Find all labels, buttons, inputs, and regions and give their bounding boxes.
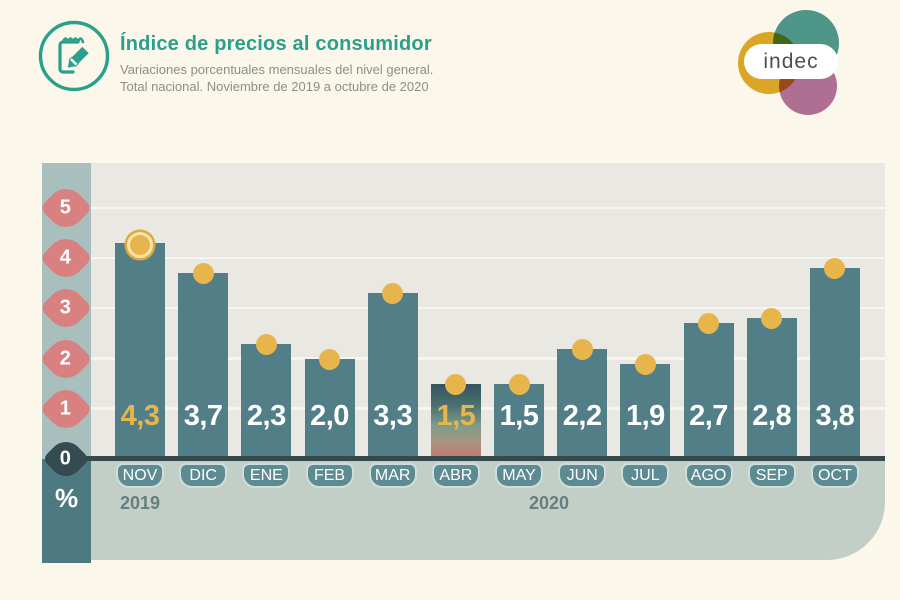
bar-oct (809, 268, 860, 459)
y-tick-label: 2 (60, 347, 72, 370)
unit-label: % (54, 483, 79, 513)
y-tick-label: 4 (60, 246, 72, 269)
logo-text: indec (763, 49, 819, 73)
year-label-2020: 2020 (528, 493, 570, 513)
bar-column-nov: 4,3 NOV (115, 163, 165, 488)
bar-may (494, 384, 545, 459)
gold-marker-jun (571, 338, 593, 360)
bar-column-ene: 2,3 ENE (241, 163, 292, 488)
bar-column-ago: 2,7 AGO (683, 163, 734, 488)
month-tag-mar: MAR (368, 463, 417, 488)
bar-dic (178, 273, 229, 459)
value-label-nov: 4,3 (120, 400, 160, 432)
bar-column-jul: 1,9 JUL (620, 163, 671, 488)
month-tag-feb: FEB (305, 463, 354, 488)
month-tag-jul: JUL (621, 463, 670, 488)
gold-marker-sep (761, 307, 783, 329)
gold-marker-feb (319, 348, 341, 370)
value-label-jun: 2,2 (562, 400, 602, 432)
y-tick-label: 3 (60, 296, 72, 319)
month-tag-jun: JUN (558, 463, 607, 488)
gold-marker-jul (634, 353, 656, 375)
logo-pill: indec (744, 44, 838, 79)
bar-abr (430, 384, 481, 459)
gridline-1 (91, 407, 885, 410)
bar-feb (304, 359, 355, 459)
gold-marker-oct (824, 257, 846, 279)
bar-column-sep: 2,8 SEP (746, 163, 797, 488)
bars-container: 4,3 NOV 3,7 DIC 2,3 ENE 2,0 FEB 3,3 MAR 1,5 ABR 1,5 M… (115, 163, 860, 488)
bar-column-oct: 3,8 OCT (809, 163, 860, 488)
month-tag-oct: OCT (810, 463, 859, 488)
page-title: Índice de precios al consumidor (120, 33, 432, 55)
unit-band: % (42, 459, 91, 563)
value-label-dic: 3,7 (183, 400, 223, 432)
bar-nov (115, 243, 165, 459)
gold-marker-may (508, 373, 530, 395)
bar-mar (367, 293, 418, 459)
bar-jul (620, 364, 671, 459)
month-tag-nov: NOV (116, 463, 164, 488)
gold-marker-ene (255, 333, 277, 355)
gold-marker-ago (698, 312, 720, 334)
bar-column-jun: 2,2 JUN (557, 163, 608, 488)
value-label-abr: 1,5 (436, 400, 476, 432)
indec-logo: indec (735, 10, 850, 115)
gridline-3 (91, 306, 885, 310)
notepad-pencil-icon (37, 19, 111, 93)
subtitle-line-1: Variaciones porcentuales mensuales del n… (120, 62, 434, 77)
bar-column-mar: 3,3 MAR (367, 163, 418, 488)
bar-column-dic: 3,7 DIC (178, 163, 229, 488)
value-label-ene: 2,3 (246, 400, 286, 432)
gridline-4 (91, 256, 885, 260)
value-label-feb: 2,0 (310, 400, 349, 432)
y-tick-label: 5 (60, 196, 72, 219)
value-label-oct: 3,8 (815, 400, 855, 432)
month-tag-ene: ENE (242, 463, 291, 488)
year-label-2019: 2019 (119, 493, 161, 513)
gold-marker-dic (192, 262, 214, 284)
gridline-5 (91, 206, 885, 209)
value-label-may: 1,5 (499, 400, 539, 432)
bar-ago (683, 323, 734, 459)
gold-marker-abr (445, 373, 467, 395)
bar-ene (241, 344, 292, 459)
month-tag-may: MAY (495, 463, 544, 488)
bar-column-abr: 1,5 ABR (430, 163, 481, 488)
bar-column-may: 1,5 MAY (494, 163, 545, 488)
bar-jun (557, 349, 608, 459)
value-label-ago: 2,7 (689, 400, 728, 432)
value-label-mar: 3,3 (373, 400, 413, 432)
y-tick-label: 0 (60, 447, 72, 470)
month-tag-sep: SEP (747, 463, 796, 488)
gold-marker-nov (127, 232, 153, 258)
subtitle-line-2: Total nacional. Noviembre de 2019 a octu… (120, 79, 429, 95)
month-tag-abr: ABR (431, 463, 480, 488)
y-tick-label: 1 (60, 397, 72, 420)
bar-column-feb: 2,0 FEB (304, 163, 355, 488)
bar-sep (746, 318, 797, 459)
month-tag-dic: DIC (179, 463, 228, 488)
gridline-2 (91, 357, 885, 360)
value-label-sep: 2,8 (752, 400, 792, 432)
x-axis-line (83, 456, 885, 461)
gold-marker-mar (382, 282, 404, 304)
value-label-jul: 1,9 (625, 400, 665, 432)
month-tag-ago: AGO (684, 463, 733, 488)
